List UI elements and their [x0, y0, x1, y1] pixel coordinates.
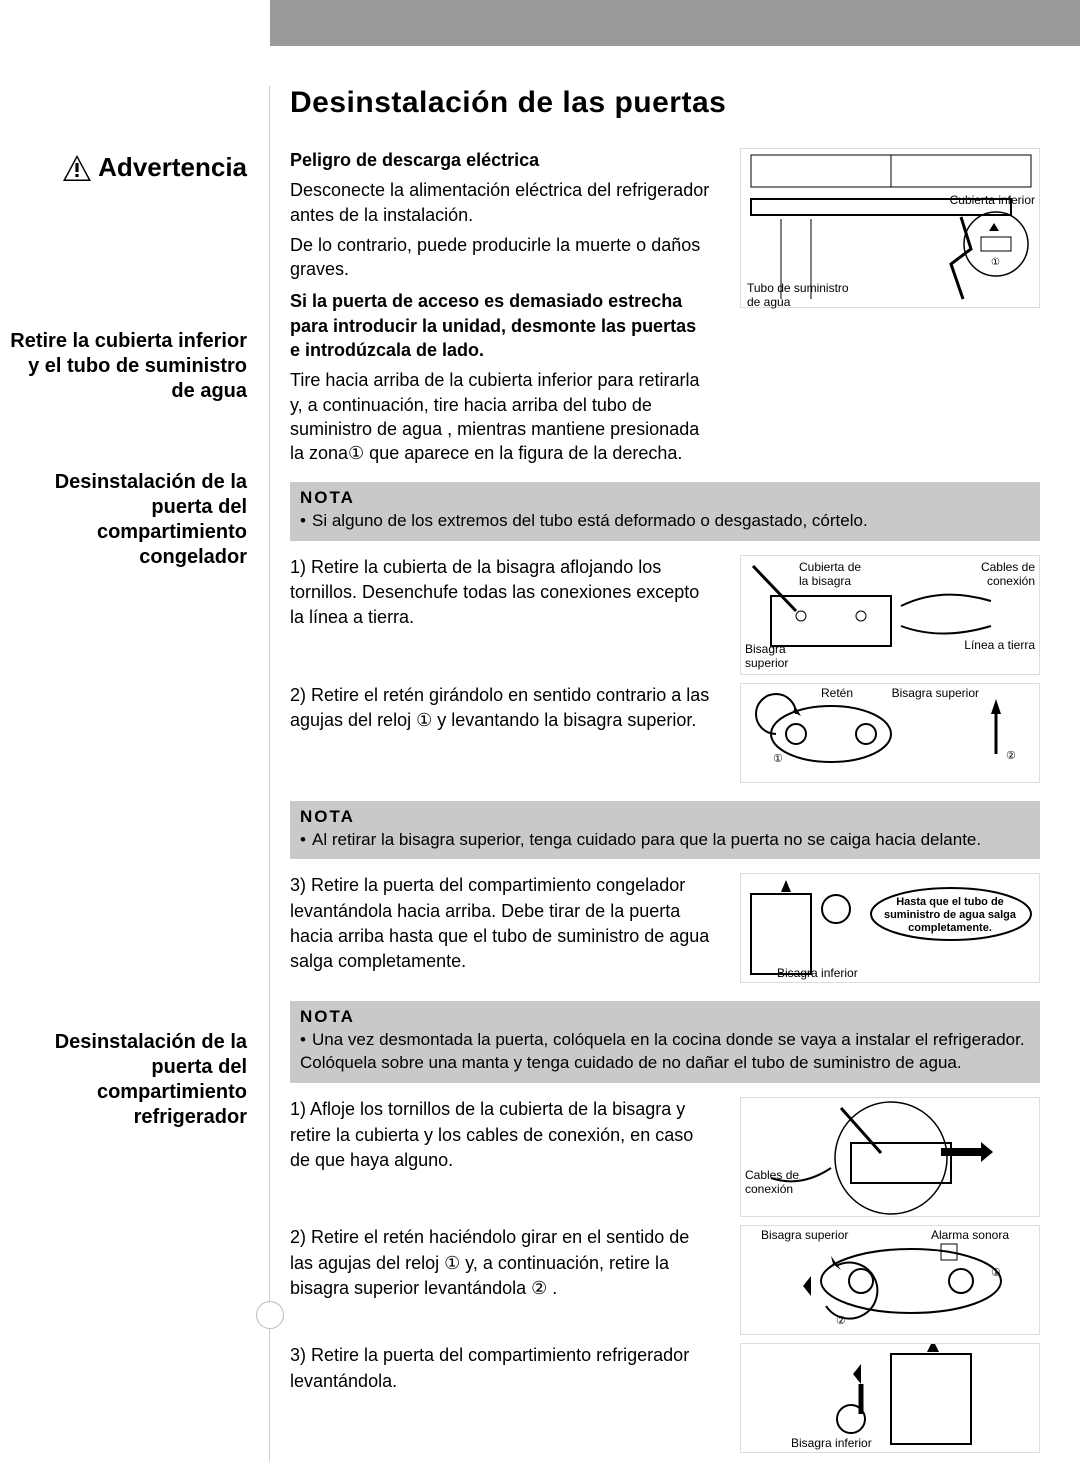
note3-title: NOTA [300, 1007, 1030, 1027]
note-block-1: NOTA •Si alguno de los extremos del tubo… [290, 482, 1040, 541]
fig-label-bisagra-sup2: Bisagra superior [892, 686, 979, 700]
page-title: Desinstalación de las puertas [290, 86, 1040, 120]
svg-text:①: ① [991, 257, 1000, 268]
figure-retainer: ① ② Retén Bisagra superior [740, 683, 1040, 783]
figure-fridge-hinge-cover: Cables de conexión [740, 1097, 1040, 1217]
section1-left-label: Retire la cubierta inferior y el tubo de… [0, 329, 253, 404]
note3-body: •Una vez desmontada la puerta, colóquela… [300, 1029, 1030, 1075]
header-grey-bar [270, 0, 1080, 46]
fig-label-bisagra-inf2: Bisagra inferior [791, 1436, 872, 1450]
warning-label-text: Advertencia [98, 152, 247, 183]
svg-text:②: ② [836, 1315, 846, 1327]
fig-label-cables2: Cables de conexión [745, 1168, 815, 1196]
figure-fridge-door-lift: Bisagra inferior [740, 1343, 1040, 1453]
fig-label-reten: Retén [821, 686, 853, 700]
figure-hinge-cover: Cubierta de la bisagra Cables de conexió… [740, 555, 1040, 675]
note-block-2: NOTA •Al retirar la bisagra superior, te… [290, 801, 1040, 860]
warning-text3: Si la puerta de acceso es demasiado estr… [290, 289, 710, 362]
figure-cover-removal: ① Cubierta inferior Tubo de suministro d… [740, 148, 1040, 308]
fig-label-cables: Cables de conexión [965, 560, 1035, 588]
fig-label-cubierta-bisagra: Cubierta de la bisagra [799, 560, 869, 588]
section1-body: Tire hacia arriba de la cubierta inferio… [290, 368, 710, 465]
section3-left-label: Desinstalación de la puerta del comparti… [0, 1030, 253, 1130]
fig-label-bisagra-sup3: Bisagra superior [761, 1228, 848, 1242]
svg-text:②: ② [1006, 750, 1016, 762]
section3-step2: 2) Retire el retén haciéndolo girar en e… [290, 1225, 710, 1301]
fig-label-cubierta-inferior: Cubierta inferior [950, 193, 1035, 207]
warning-icon [62, 154, 92, 182]
note2-title: NOTA [300, 807, 1030, 827]
warning-text2: De lo contrario, puede producirle la mue… [290, 233, 710, 282]
note2-body: •Al retirar la bisagra superior, tenga c… [300, 829, 1030, 852]
svg-text:①: ① [991, 1267, 1001, 1279]
svg-text:①: ① [773, 753, 783, 765]
fig-label-alarma: Alarma sonora [931, 1228, 1009, 1242]
right-column: Desinstalación de las puertas ① Cubierta… [270, 86, 1080, 1461]
note1-title: NOTA [300, 488, 1030, 508]
binder-hole-icon [256, 1301, 284, 1329]
note-block-3: NOTA •Una vez desmontada la puerta, coló… [290, 1001, 1040, 1083]
section2-step1: 1) Retire la cubierta de la bisagra aflo… [290, 555, 710, 631]
fig-label-tierra: Línea a tierra [955, 638, 1035, 652]
warning-heading: Advertencia [0, 152, 253, 183]
note1-body-text: Si alguno de los extremos del tubo está … [312, 511, 868, 530]
fig-label-bisagra-inf: Bisagra inferior [777, 966, 858, 980]
section2-step3: 3) Retire la puerta del compartimiento c… [290, 873, 710, 974]
fig-callout-tube: Hasta que el tubo de suministro de agua … [875, 896, 1025, 934]
section3-step1: 1) Afloje los tornillos de la cubierta d… [290, 1097, 710, 1173]
figure-door-lift: Bisagra inferior Hasta que el tubo de su… [740, 873, 1040, 983]
figure-fridge-retainer: ① ② Bisagra superior Alarma sonora [740, 1225, 1040, 1335]
fig-label-bisagra-sup: Bisagra superior [745, 642, 805, 670]
page-body: Advertencia Retire la cubierta inferior … [0, 46, 1080, 1461]
note3-body-text: Una vez desmontada la puerta, colóquela … [300, 1030, 1025, 1072]
section2-left-label: Desinstalación de la puerta del comparti… [0, 470, 253, 570]
left-column: Advertencia Retire la cubierta inferior … [0, 86, 270, 1461]
note2-body-text: Al retirar la bisagra superior, tenga cu… [312, 830, 981, 849]
fig-label-tubo: Tubo de suministro de agua [747, 281, 857, 309]
section3-step3: 3) Retire la puerta del compartimiento r… [290, 1343, 710, 1393]
note1-body: •Si alguno de los extremos del tubo está… [300, 510, 1030, 533]
section2-step2: 2) Retire el retén girándolo en sentido … [290, 683, 710, 733]
